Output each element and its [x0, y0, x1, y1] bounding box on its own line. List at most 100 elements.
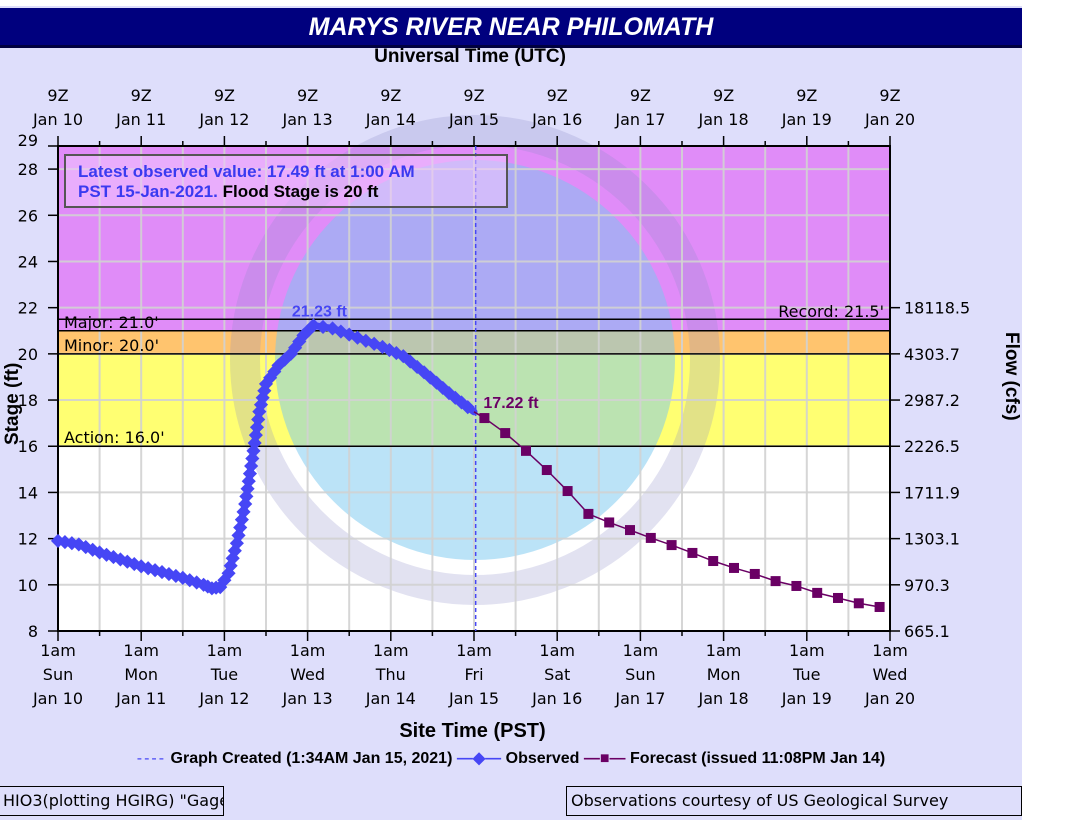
top-x-tick-label: 9Z [131, 86, 152, 105]
pst-axis-title: Site Time (PST) [399, 720, 546, 742]
top-x-tick-label: 9Z [380, 86, 401, 105]
top-x-tick-label: 9Z [630, 86, 651, 105]
forecast-point [729, 562, 739, 573]
top-x-tick-label: 9Z [796, 86, 817, 105]
bottom-x-tick-time: 1am [290, 641, 326, 660]
y-tick-label: 20 [18, 345, 38, 364]
latest-observed-line1: Latest observed value: 17.49 ft at 1:00 … [78, 162, 415, 181]
top-x-tick-date: Jan 16 [531, 110, 582, 129]
bottom-x-tick-time: 1am [40, 641, 76, 660]
bottom-x-tick-day: Wed [290, 665, 325, 684]
legend-observed: Observed [505, 750, 580, 767]
bottom-x-tick-day: Thu [375, 665, 406, 684]
flood-stage-text: Flood Stage is 20 ft [222, 182, 379, 201]
bottom-x-tick-day: Tue [792, 665, 820, 684]
y-tick-label: 26 [18, 206, 38, 225]
forecast-point [833, 592, 843, 603]
bottom-x-tick-date: Jan 11 [115, 689, 166, 708]
y2-tick-label: 970.3 [904, 576, 950, 595]
forecast-point [708, 556, 719, 567]
latest-observed-annotation: Latest observed value: 17.49 ft at 1:00 … [64, 154, 508, 208]
y2-tick-label: 1303.1 [904, 530, 960, 549]
bottom-x-tick-date: Jan 17 [614, 689, 665, 708]
forecast-point [583, 508, 594, 519]
flow-axis-title: Flow (cfs) [1001, 332, 1022, 421]
bottom-x-tick-date: Jan 16 [531, 689, 582, 708]
bottom-x-tick-date: Jan 19 [781, 689, 832, 708]
top-x-tick-date: Jan 13 [282, 110, 333, 129]
y-tick-label: 12 [18, 530, 38, 549]
forecast-point [645, 532, 656, 543]
legend-forecast: Forecast (issued 11:08PM Jan 14) [630, 750, 886, 767]
bottom-x-tick-day: Mon [124, 665, 158, 684]
y-tick-label: 22 [18, 299, 38, 318]
bottom-x-tick-date: Jan 13 [282, 689, 333, 708]
y-tick-label: 24 [18, 252, 38, 271]
forecast-point [812, 587, 823, 598]
bottom-x-tick-day: Fri [464, 665, 483, 684]
observed-point [460, 400, 475, 415]
bottom-x-tick-time: 1am [539, 641, 575, 660]
forecast-point [687, 547, 698, 558]
y2-tick-label: 1711.9 [904, 483, 960, 502]
bottom-x-tick-day: Wed [873, 665, 908, 684]
stage-axis-title: Stage (ft) [2, 362, 23, 445]
y2-tick-label: 18118.5 [904, 299, 970, 318]
bottom-x-tick-date: Jan 20 [864, 689, 915, 708]
bottom-x-tick-day: Sun [625, 665, 655, 684]
forecast-point [562, 486, 573, 497]
top-x-tick-label: 9Z [297, 86, 318, 105]
y2-tick-label: 4303.7 [904, 345, 960, 364]
top-x-tick-label: 9Z [879, 86, 900, 105]
bottom-x-tick-time: 1am [456, 641, 492, 660]
y-tick-label: 18 [18, 391, 38, 410]
bottom-x-tick-time: 1am [373, 641, 409, 660]
bottom-x-tick-date: Jan 10 [32, 689, 83, 708]
bottom-x-tick-day: Sun [43, 665, 73, 684]
top-x-tick-date: Jan 15 [448, 110, 499, 129]
bottom-x-tick-day: Mon [707, 665, 741, 684]
forecast-point [791, 580, 802, 591]
bottom-x-tick-date: Jan 18 [698, 689, 749, 708]
forecast-point [541, 465, 552, 476]
usgs-credit: Observations courtesy of US Geological S… [566, 786, 1022, 816]
y2-tick-label: 2987.2 [904, 391, 960, 410]
top-x-tick-label: 9Z [214, 86, 235, 105]
utc-axis-title: Universal Time (UTC) [374, 46, 566, 67]
threshold-label-major: Major: 21.0' [64, 313, 159, 332]
bottom-x-tick-day: Sat [544, 665, 570, 684]
forecast-point [749, 568, 760, 579]
top-x-tick-label: 9Z [713, 86, 734, 105]
bottom-x-tick-date: Jan 14 [365, 689, 416, 708]
y2-tick-label: 665.1 [904, 622, 950, 641]
legend: ---- Graph Created (1:34AM Jan 15, 2021)… [0, 748, 1022, 768]
top-x-tick-date: Jan 18 [698, 110, 749, 129]
forecast-point [521, 445, 531, 456]
threshold-label-action: Action: 16.0' [64, 428, 165, 447]
forecast-start-label: 17.22 ft [483, 395, 539, 412]
bottom-x-tick-time: 1am [872, 641, 908, 660]
bottom-x-tick-time: 1am [706, 641, 742, 660]
top-x-tick-date: Jan 11 [115, 110, 166, 129]
observed-point [315, 319, 331, 335]
y-tick-label: 16 [18, 437, 38, 456]
top-x-tick-date: Jan 12 [198, 110, 249, 129]
top-x-tick-date: Jan 19 [781, 110, 832, 129]
graph-created-legend-icon: ---- [136, 750, 167, 767]
y-tick-label: 29 [18, 131, 38, 150]
forecast-point [625, 525, 635, 536]
top-x-tick-date: Jan 14 [365, 110, 416, 129]
threshold-label-minor: Minor: 20.0' [64, 336, 159, 355]
top-x-tick-date: Jan 20 [864, 110, 915, 129]
top-x-tick-label: 9Z [463, 86, 484, 105]
chart-title: MARYS RIVER NEAR PHILOMATH [0, 8, 1022, 48]
forecast-legend-icon: —■— [583, 750, 626, 767]
y-tick-label: 14 [18, 483, 38, 502]
datum-note: HIO3(plotting HGIRG) "Gage 0" Datum: 224… [0, 786, 224, 816]
latest-observed-line2: PST 15-Jan-2021. [78, 182, 218, 201]
bottom-x-tick-date: Jan 12 [198, 689, 249, 708]
forecast-point [604, 517, 615, 528]
forecast-point [479, 413, 490, 424]
bottom-x-tick-date: Jan 15 [448, 689, 499, 708]
